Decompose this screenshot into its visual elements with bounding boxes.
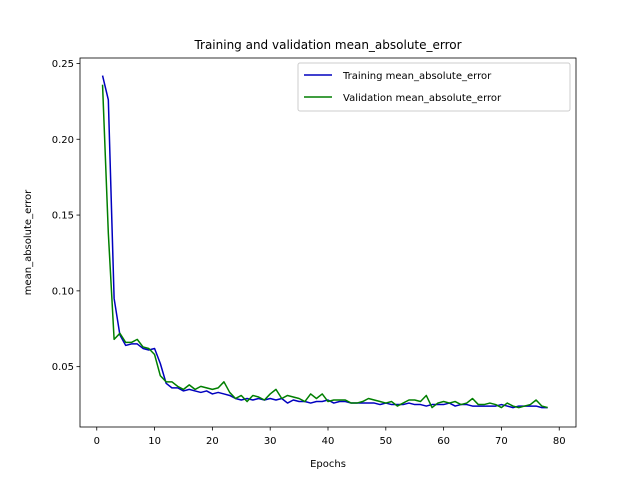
x-tick-label: 60	[437, 436, 450, 447]
x-tick-label: 10	[148, 436, 161, 447]
y-tick-label: 0.10	[52, 286, 74, 297]
y-axis-ticks: 0.05 0.10 0.15 0.20 0.25	[52, 59, 80, 373]
x-tick-label: 40	[322, 436, 335, 447]
x-tick-label: 50	[379, 436, 392, 447]
series-layer	[101, 75, 548, 409]
series-line-validation	[101, 84, 548, 409]
legend: Training mean_absolute_error Validation …	[297, 62, 571, 112]
x-tick-label: 30	[264, 436, 277, 447]
series-line-training	[101, 75, 548, 409]
chart-title: Training and validation mean_absolute_er…	[193, 38, 461, 52]
plot-area	[80, 58, 576, 427]
x-tick-label: 70	[495, 436, 508, 447]
legend-box	[297, 62, 571, 112]
y-tick-label: 0.15	[52, 211, 74, 222]
x-tick-label: 20	[206, 436, 219, 447]
x-axis-label: Epochs	[310, 459, 346, 470]
x-tick-label: 0	[94, 436, 100, 447]
plot-background	[80, 58, 576, 427]
y-axis-label: mean_absolute_error	[23, 189, 34, 295]
x-tick-label: 80	[553, 436, 566, 447]
legend-label-validation: Validation mean_absolute_error	[343, 93, 502, 104]
legend-label-training: Training mean_absolute_error	[342, 71, 492, 82]
y-tick-label: 0.25	[52, 59, 74, 70]
x-axis-ticks: 0 10 20 30 40 50 60 70 80	[94, 427, 566, 447]
y-tick-label: 0.05	[52, 362, 74, 373]
y-tick-label: 0.20	[52, 135, 74, 146]
